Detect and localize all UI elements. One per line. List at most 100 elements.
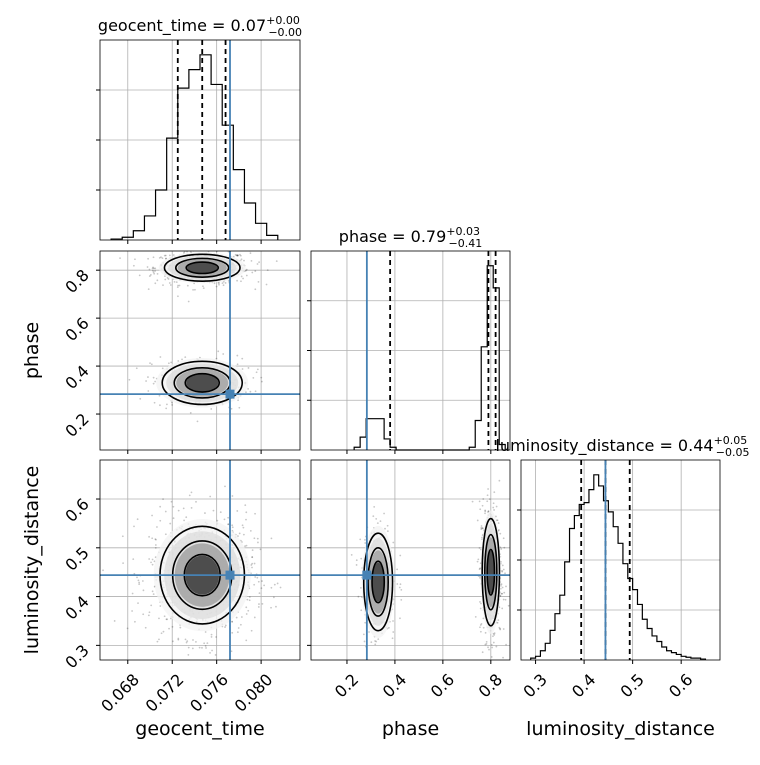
sample-point [241, 368, 244, 370]
sample-point [495, 519, 498, 522]
sample-point [163, 615, 166, 618]
sample-point [231, 495, 234, 497]
sample-point [497, 619, 500, 622]
sample-point [247, 387, 250, 390]
sample-point [172, 505, 175, 508]
sample-point [151, 514, 153, 517]
contour-line [483, 533, 498, 611]
sample-point [239, 623, 242, 626]
sample-point [499, 628, 502, 631]
sample-point [481, 527, 484, 530]
sample-point [373, 505, 376, 508]
sample-point [276, 582, 279, 585]
sample-point [148, 611, 151, 614]
sample-point [247, 609, 250, 612]
sample-point [481, 504, 484, 507]
sample-point [218, 282, 220, 284]
contour-line [371, 560, 386, 604]
sample-point [188, 494, 191, 497]
x-tick-label: 0.4 [568, 670, 599, 701]
sample-point [488, 648, 490, 651]
sample-point [244, 545, 246, 548]
sample-point [399, 583, 402, 586]
density-level [487, 550, 495, 594]
sample-point [480, 528, 483, 531]
sample-point [212, 509, 215, 512]
contour-line [161, 360, 244, 406]
sample-point [270, 537, 273, 540]
sample-point [260, 587, 263, 590]
sample-point [256, 537, 259, 540]
sample-point [222, 247, 224, 249]
panel-frame [310, 250, 511, 451]
sample-point [181, 358, 183, 361]
sample-point [210, 636, 213, 638]
sample-point [147, 390, 150, 392]
sample-point [499, 627, 501, 630]
panel-frame [99, 250, 301, 451]
sample-point [501, 592, 503, 595]
sample-point [493, 632, 496, 635]
sample-point [164, 533, 167, 536]
contour-line [481, 517, 501, 627]
sample-point [247, 367, 250, 369]
sample-point [113, 620, 116, 622]
sample-point [165, 618, 168, 621]
sample-point [502, 598, 505, 601]
sample-point [375, 517, 378, 520]
contour-line [486, 548, 496, 596]
sample-point [236, 254, 239, 257]
sample-point [236, 354, 239, 357]
x-tick-label: 0.3 [519, 670, 550, 701]
sample-point [152, 382, 155, 385]
sample-point [159, 505, 162, 508]
sample-point [142, 589, 145, 592]
sample-point [359, 538, 362, 541]
hist-panel-luminosity_distance: luminosity_distance = 0.44+0.05 −0.05 [495, 434, 750, 664]
panel-frame [310, 459, 511, 661]
sample-point [171, 640, 174, 643]
sample-point [235, 254, 238, 257]
sample-point [360, 557, 363, 560]
sample-point [186, 284, 189, 287]
sample-point [187, 300, 190, 303]
sample-point [224, 248, 226, 250]
sample-point [500, 592, 503, 595]
sample-point [203, 642, 206, 645]
sample-point [137, 602, 139, 605]
sample-point [241, 357, 244, 360]
y-tick-label: 0.8 [61, 266, 92, 297]
sample-point [254, 512, 256, 515]
sample-point [144, 626, 147, 629]
density-level [187, 262, 218, 274]
x-axis-label-phase: phase [382, 718, 439, 740]
sample-point [503, 591, 506, 594]
sample-point [364, 539, 366, 541]
sample-point [166, 618, 169, 621]
sample-point [261, 602, 264, 605]
sample-point [507, 604, 510, 607]
sample-point [257, 541, 259, 544]
sample-point [386, 524, 389, 527]
sample-point [492, 506, 495, 509]
sample-point [372, 515, 375, 518]
sample-point [485, 640, 488, 643]
sample-point [242, 277, 244, 280]
sample-point [485, 642, 488, 645]
sample-point [250, 259, 253, 262]
density-level [186, 374, 219, 392]
contour-line [184, 372, 221, 393]
sample-point [479, 575, 482, 578]
sample-point [498, 479, 501, 482]
sample-point [375, 640, 378, 643]
sample-point [251, 271, 254, 274]
sample-point [151, 267, 154, 270]
sample-point [209, 246, 211, 248]
sample-point [153, 560, 156, 563]
sample-point [501, 607, 504, 610]
sample-point [168, 282, 171, 284]
sample-point [482, 617, 485, 620]
y-tick-label: 0.4 [61, 361, 92, 392]
sample-point [139, 397, 142, 400]
sample-point [158, 256, 161, 259]
